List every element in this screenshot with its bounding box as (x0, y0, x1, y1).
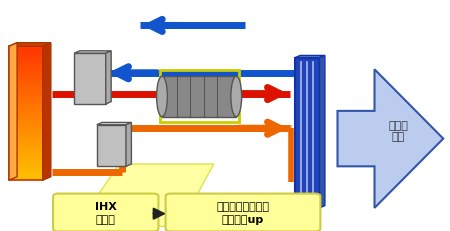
Bar (9, 86, 43, 90)
Bar (9, 56, 43, 60)
Bar (9, 93, 43, 97)
Bar (9, 50, 43, 53)
FancyBboxPatch shape (166, 194, 320, 231)
Polygon shape (97, 122, 131, 125)
Polygon shape (126, 122, 131, 166)
Bar (97, 125, 126, 166)
Bar (9, 147, 43, 150)
Polygon shape (106, 51, 111, 104)
Bar (9, 130, 43, 133)
Polygon shape (320, 55, 325, 208)
Ellipse shape (157, 76, 167, 117)
Bar (9, 100, 43, 103)
Bar (162, 76, 236, 117)
Bar (9, 123, 43, 127)
Bar (9, 133, 43, 137)
Bar (9, 116, 43, 120)
Bar (9, 143, 43, 147)
Text: エアコンシステム: エアコンシステム (216, 202, 270, 212)
Bar (9, 63, 43, 66)
Polygon shape (295, 55, 325, 58)
Text: 冷却効率up: 冷却効率up (222, 215, 264, 225)
Bar (9, 153, 43, 157)
Text: IHX: IHX (95, 202, 117, 212)
Bar (9, 53, 43, 56)
Bar (9, 164, 43, 167)
Bar (9, 177, 43, 180)
Polygon shape (74, 51, 111, 53)
Bar (9, 150, 43, 153)
Text: 熱交換: 熱交換 (96, 215, 116, 225)
Bar (295, 58, 320, 208)
FancyBboxPatch shape (53, 194, 158, 231)
Bar (9, 110, 43, 113)
Bar (9, 106, 43, 110)
Bar (9, 160, 43, 164)
Polygon shape (76, 164, 214, 226)
Bar (9, 46, 43, 50)
Bar (9, 70, 43, 73)
Polygon shape (338, 69, 443, 208)
Bar (9, 140, 43, 143)
Bar (9, 113, 43, 117)
Bar (9, 73, 43, 76)
Bar (9, 76, 43, 80)
Bar (9, 167, 43, 170)
Bar (9, 103, 43, 106)
Bar (9, 60, 43, 63)
Polygon shape (9, 43, 17, 180)
Bar (9, 173, 43, 177)
Bar (9, 157, 43, 160)
Polygon shape (43, 43, 51, 180)
Ellipse shape (231, 76, 242, 117)
Bar (9, 66, 43, 70)
Bar (9, 80, 43, 83)
Bar (9, 90, 43, 93)
Text: 冷えた
空気: 冷えた 空気 (388, 121, 408, 143)
Bar (9, 170, 43, 173)
Polygon shape (9, 43, 51, 46)
Bar (9, 97, 43, 100)
Bar (74, 53, 106, 104)
Bar (9, 137, 43, 140)
Bar (160, 70, 238, 122)
Bar (9, 83, 43, 86)
Bar (9, 120, 43, 123)
Bar (9, 46, 43, 180)
Bar (9, 127, 43, 130)
